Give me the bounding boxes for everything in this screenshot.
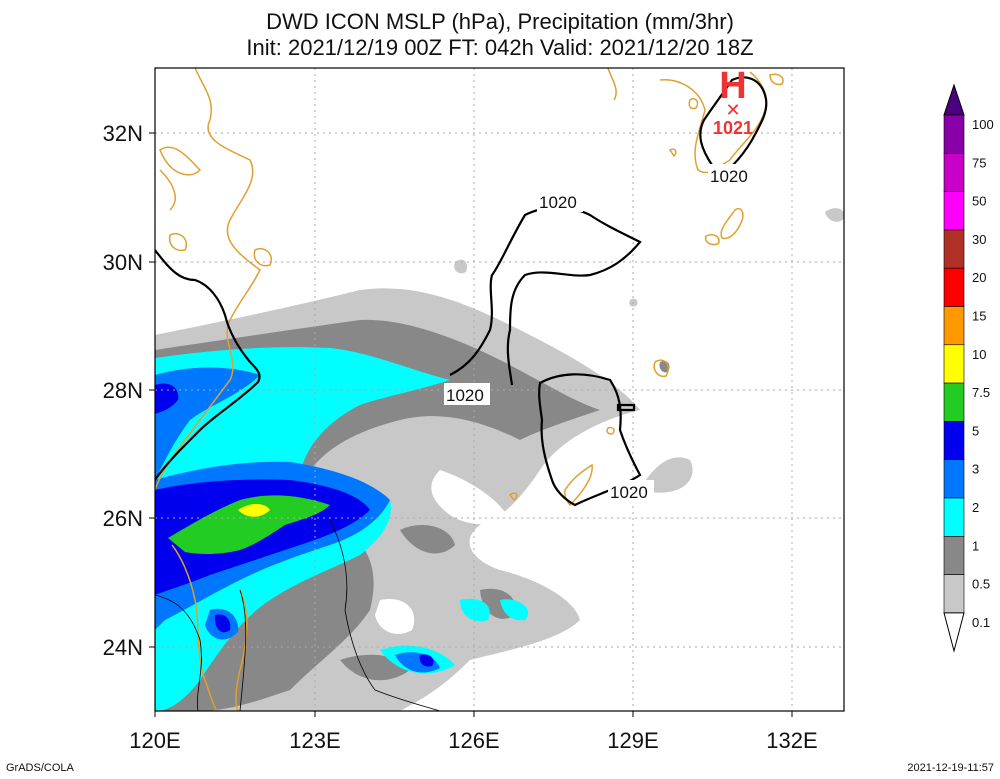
precip-7.5 — [168, 495, 330, 555]
y-axis-labels: 32N 30N 28N 26N 24N — [103, 121, 143, 660]
high-marker: ✕ — [725, 100, 740, 121]
x-tick-label: 120E — [129, 728, 180, 753]
footer-timestamp: 2021-12-19-11:57 — [907, 762, 994, 774]
y-tick-label: 30N — [103, 250, 143, 275]
map-field: 1020 1020 1020 1020 H ✕ 1021 — [155, 65, 844, 711]
x-tick-label: 129E — [607, 728, 658, 753]
colorbar-top-arrow — [943, 83, 965, 116]
chart-subtitle: Init: 2021/12/19 00Z FT: 042h Valid: 202… — [246, 35, 754, 60]
colorbar-level-label: 10 — [972, 347, 986, 362]
colorbar-swatch — [943, 153, 965, 192]
colorbar-level-label: 15 — [972, 309, 986, 324]
colorbar-swatch — [943, 497, 965, 537]
colorbar-swatch — [943, 229, 965, 269]
colorbar-swatch — [943, 114, 965, 154]
x-tick-label: 123E — [289, 728, 340, 753]
colorbar-swatch — [943, 191, 965, 231]
high-symbol: H — [719, 65, 746, 107]
colorbar-swatch — [943, 535, 965, 575]
high-value: 1021 — [713, 118, 753, 138]
y-tick-label: 28N — [103, 378, 143, 403]
precip-10 — [238, 504, 270, 517]
isobar-label: 1020 — [710, 167, 748, 186]
x-tick-label: 132E — [766, 728, 817, 753]
y-tick-label: 24N — [103, 635, 143, 660]
colorbar-swatch — [943, 306, 965, 346]
colorbar-level-label: 3 — [972, 462, 979, 477]
colorbar-level-label: 0.5 — [972, 577, 990, 592]
y-tick-label: 32N — [103, 121, 143, 146]
x-tick-label: 126E — [448, 728, 499, 753]
isobar-label: 1020 — [446, 386, 484, 405]
colorbar-level-label: 0.1 — [972, 615, 990, 630]
colorbar-level-label: 50 — [972, 194, 986, 209]
colorbar: 100 75 50 30 20 15 10 7.5 5 3 2 1 0.5 0.1 — [943, 83, 994, 653]
colorbar-level-label: 30 — [972, 232, 986, 247]
footer-credit: GrADS/COLA — [6, 762, 74, 774]
colorbar-level-label: 75 — [972, 155, 986, 170]
colorbar-swatch — [943, 421, 965, 460]
tick-marks — [149, 132, 793, 717]
colorbar-swatch — [943, 382, 965, 422]
high-pressure-center: H ✕ 1021 — [713, 65, 753, 138]
isobar-label: 1020 — [539, 193, 577, 212]
boundaries — [155, 519, 441, 711]
colorbar-level-label: 2 — [972, 500, 979, 515]
lat-lon-grid — [155, 68, 844, 711]
colorbar-level-label: 1 — [972, 538, 979, 553]
colorbar-level-label: 20 — [972, 270, 986, 285]
colorbar-swatch — [943, 344, 965, 384]
colorbar-swatch — [943, 267, 965, 307]
y-tick-label: 26N — [103, 506, 143, 531]
isobar-labels: 1020 1020 1020 1020 — [444, 164, 754, 502]
colorbar-swatch — [943, 459, 965, 499]
colorbar-bottom-arrow — [943, 612, 965, 653]
colorbar-level-label: 100 — [972, 117, 994, 132]
colorbar-level-label: 7.5 — [972, 385, 990, 400]
isobar-label: 1020 — [610, 483, 648, 502]
chart-title: DWD ICON MSLP (hPa), Precipitation (mm/3… — [266, 9, 734, 34]
x-axis-labels: 120E 123E 126E 129E 132E — [129, 728, 817, 753]
colorbar-swatch — [943, 574, 965, 614]
colorbar-level-label: 5 — [972, 423, 979, 438]
